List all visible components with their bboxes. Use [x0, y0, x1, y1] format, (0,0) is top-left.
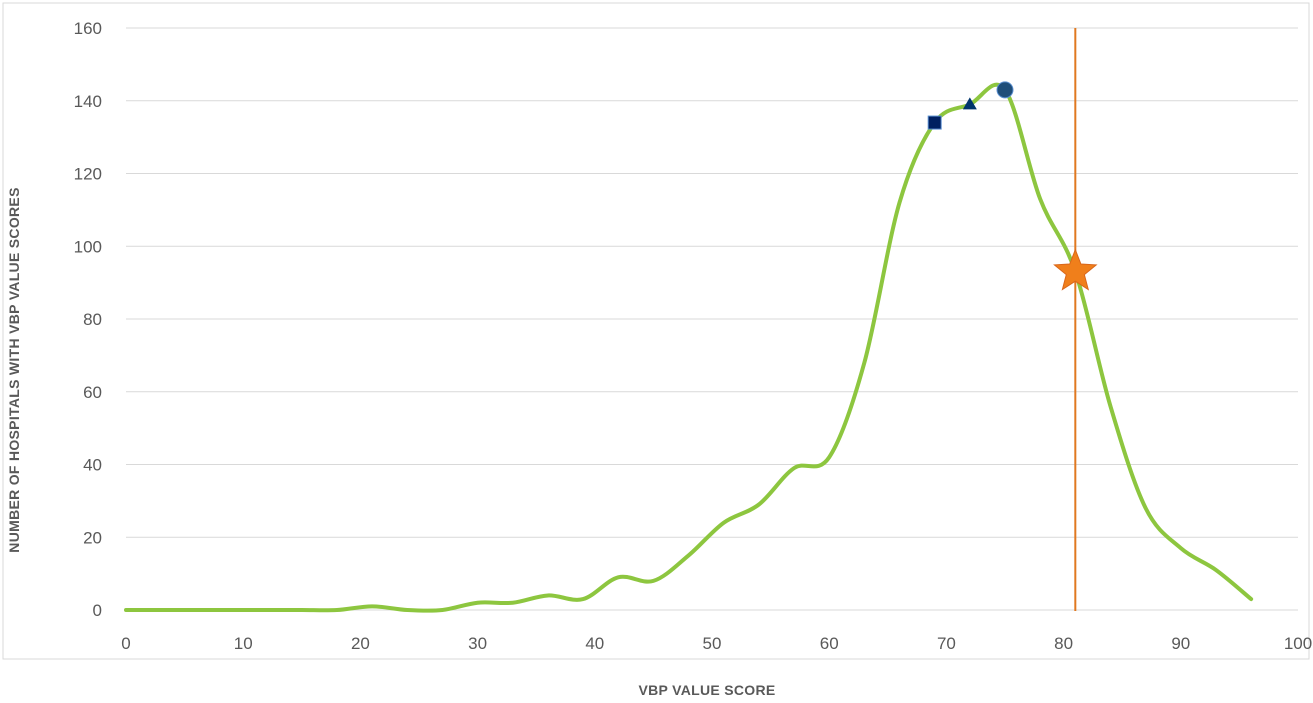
x-tick-label: 40	[585, 634, 604, 653]
y-tick-labels: 0 20 40 60 80 100 120 140 160	[74, 19, 102, 620]
triangle-marker	[962, 97, 977, 110]
x-tick-label: 100	[1284, 634, 1312, 653]
circle-marker	[996, 81, 1014, 99]
square-marker	[927, 115, 942, 130]
y-tick-label: 100	[74, 237, 102, 256]
x-tick-label: 60	[820, 634, 839, 653]
y-tick-label: 80	[83, 310, 102, 329]
x-tick-label: 20	[351, 634, 370, 653]
x-tick-labels: 0 10 20 30 40 50 60 70 80 90 100	[121, 634, 1312, 653]
x-tick-label: 90	[1171, 634, 1190, 653]
y-tick-label: 60	[83, 383, 102, 402]
y-tick-label: 20	[83, 528, 102, 547]
x-tick-label: 0	[121, 634, 130, 653]
x-tick-label: 80	[1054, 634, 1073, 653]
x-tick-label: 70	[937, 634, 956, 653]
y-tick-label: 120	[74, 165, 102, 184]
gridlines	[126, 27, 1298, 611]
star-marker	[1053, 248, 1098, 291]
x-tick-label: 50	[703, 634, 722, 653]
y-tick-label: 140	[74, 92, 102, 111]
x-axis-title: VBP VALUE SCORE	[638, 682, 775, 698]
x-tick-label: 30	[468, 634, 487, 653]
y-axis-title: NUMBER OF HOSPITALS WITH VBP VALUE SCORE…	[6, 187, 22, 552]
y-tick-label: 40	[83, 456, 102, 475]
y-tick-label: 160	[74, 19, 102, 38]
markers	[927, 81, 1098, 291]
y-tick-label: 0	[93, 601, 102, 620]
x-tick-label: 10	[234, 634, 253, 653]
plot-area-border	[2, 2, 1310, 660]
